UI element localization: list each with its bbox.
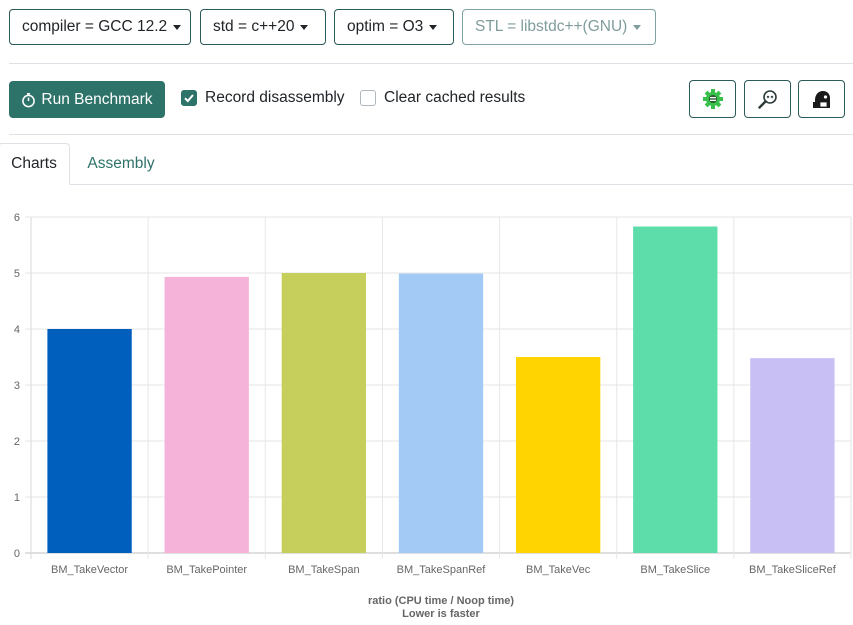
about-button[interactable] xyxy=(798,80,845,118)
actions-divider xyxy=(9,134,853,135)
compiler-dropdown[interactable]: compiler = GCC 12.2 xyxy=(9,9,191,45)
toolbar-divider xyxy=(9,63,853,64)
compiler-dropdown-label: compiler = GCC 12.2 xyxy=(22,18,168,35)
x-tick-label: BM_TakeSliceRef xyxy=(749,564,837,576)
bar-BM_TakePointer xyxy=(164,276,249,553)
y-tick-label: 6 xyxy=(14,212,20,224)
tab-charts-label: Charts xyxy=(11,155,57,172)
y-tick-label: 4 xyxy=(14,324,20,336)
chevron-down-icon xyxy=(300,25,309,30)
run-benchmark-label: Run Benchmark xyxy=(41,90,153,108)
std-dropdown[interactable]: std = c++20 xyxy=(200,9,326,45)
y-tick-label: 2 xyxy=(14,436,20,448)
x-tick-label: BM_TakeSpanRef xyxy=(397,564,487,576)
stopwatch-icon xyxy=(22,92,36,107)
chevron-down-icon xyxy=(633,25,642,30)
clear-cached-results-label: Clear cached results xyxy=(384,89,526,106)
benchmark-bar-chart: 0 1 2 3 4 5 6 BM_TakeVector BM_TakePointer BM_Tak… xyxy=(14,212,852,620)
y-tick-label: 3 xyxy=(14,380,20,392)
optim-dropdown-label: optim = O3 xyxy=(347,18,424,35)
chevron-down-icon xyxy=(429,25,438,30)
build-bench-button[interactable] xyxy=(744,80,791,118)
bar-BM_TakeSlice xyxy=(633,226,718,553)
record-disassembly-label: Record disassembly xyxy=(205,89,345,106)
y-tick-label: 0 xyxy=(14,548,20,560)
stl-dropdown-label: STL = libstdc++(GNU) xyxy=(475,18,628,35)
tabs-divider xyxy=(0,184,853,185)
bar-BM_TakeSpanRef xyxy=(398,273,484,553)
y-tick-label: 1 xyxy=(14,492,20,504)
x-tick-label: BM_TakeVector xyxy=(51,564,128,576)
record-disassembly-checkbox[interactable] xyxy=(181,90,197,106)
quick-bench-settings-button[interactable] xyxy=(689,80,736,118)
bar-BM_TakeSliceRef xyxy=(750,358,835,553)
chevron-down-icon xyxy=(173,25,182,30)
clear-cached-results-checkbox[interactable] xyxy=(360,90,376,106)
bar-BM_TakeSpan xyxy=(281,273,367,553)
run-benchmark-button[interactable]: Run Benchmark xyxy=(9,81,165,118)
tab-assembly[interactable]: Assembly xyxy=(72,143,170,185)
checkmark-icon xyxy=(184,94,194,103)
std-dropdown-label: std = c++20 xyxy=(213,18,295,35)
tab-assembly-label: Assembly xyxy=(87,155,155,172)
x-axis-title: ratio (CPU time / Noop time) xyxy=(368,595,514,607)
y-tick-label: 5 xyxy=(14,268,20,280)
magnifier-icon xyxy=(757,90,777,109)
tab-charts[interactable]: Charts xyxy=(0,143,70,185)
bar-BM_TakeVec xyxy=(515,357,601,553)
x-axis-title: Lower is faster xyxy=(402,608,480,620)
optim-dropdown[interactable]: optim = O3 xyxy=(334,9,454,45)
x-tick-label: BM_TakeSlice xyxy=(640,564,710,576)
benchmark-mascot-icon xyxy=(812,91,830,108)
x-tick-label: BM_TakeSpan xyxy=(288,564,360,576)
x-tick-label: BM_TakePointer xyxy=(166,564,247,576)
stl-dropdown: STL = libstdc++(GNU) xyxy=(462,9,656,45)
gear-icon xyxy=(702,89,723,109)
x-tick-label: BM_TakeVec xyxy=(526,564,591,576)
bar-BM_TakeVector xyxy=(47,329,132,553)
